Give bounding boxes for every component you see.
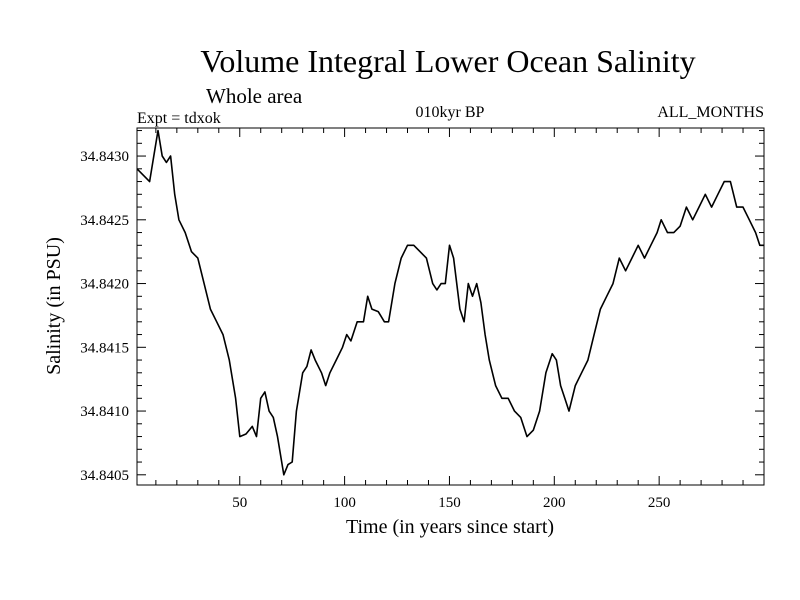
x-tick-label: 100 [333,495,356,511]
chart-subtitle: Whole area [206,84,303,108]
series-layer [136,129,764,476]
chart-title: Volume Integral Lower Ocean Salinity [200,43,695,79]
experiment-label: Expt = tdxok [137,110,221,127]
y-tick-label: 34.8415 [80,340,129,356]
y-axis-label: Salinity (in PSU) [43,237,65,375]
months-label: ALL_MONTHS [657,104,764,121]
y-tick-label: 34.8430 [80,149,129,165]
y-tick-label: 34.8425 [80,213,129,229]
period-label: 010kyr BP [416,104,485,121]
x-tick-label: 50 [232,495,247,511]
x-axis-label: Time (in years since start) [346,516,554,538]
series-line [136,129,764,476]
y-axis-ticks: 34.8405 34.8410 34.8415 34.8420 34.8425 34.84… [80,130,764,484]
y-tick-label: 34.8420 [80,277,129,293]
x-tick-label: 200 [543,495,566,511]
plot-frame [136,127,765,486]
y-tick-label: 34.8410 [80,404,129,420]
x-axis-ticks: 50 100 150 200 250 [155,128,744,511]
y-tick-label: 34.8405 [80,468,129,484]
x-tick-label: 150 [438,495,461,511]
x-tick-label: 250 [648,495,671,511]
